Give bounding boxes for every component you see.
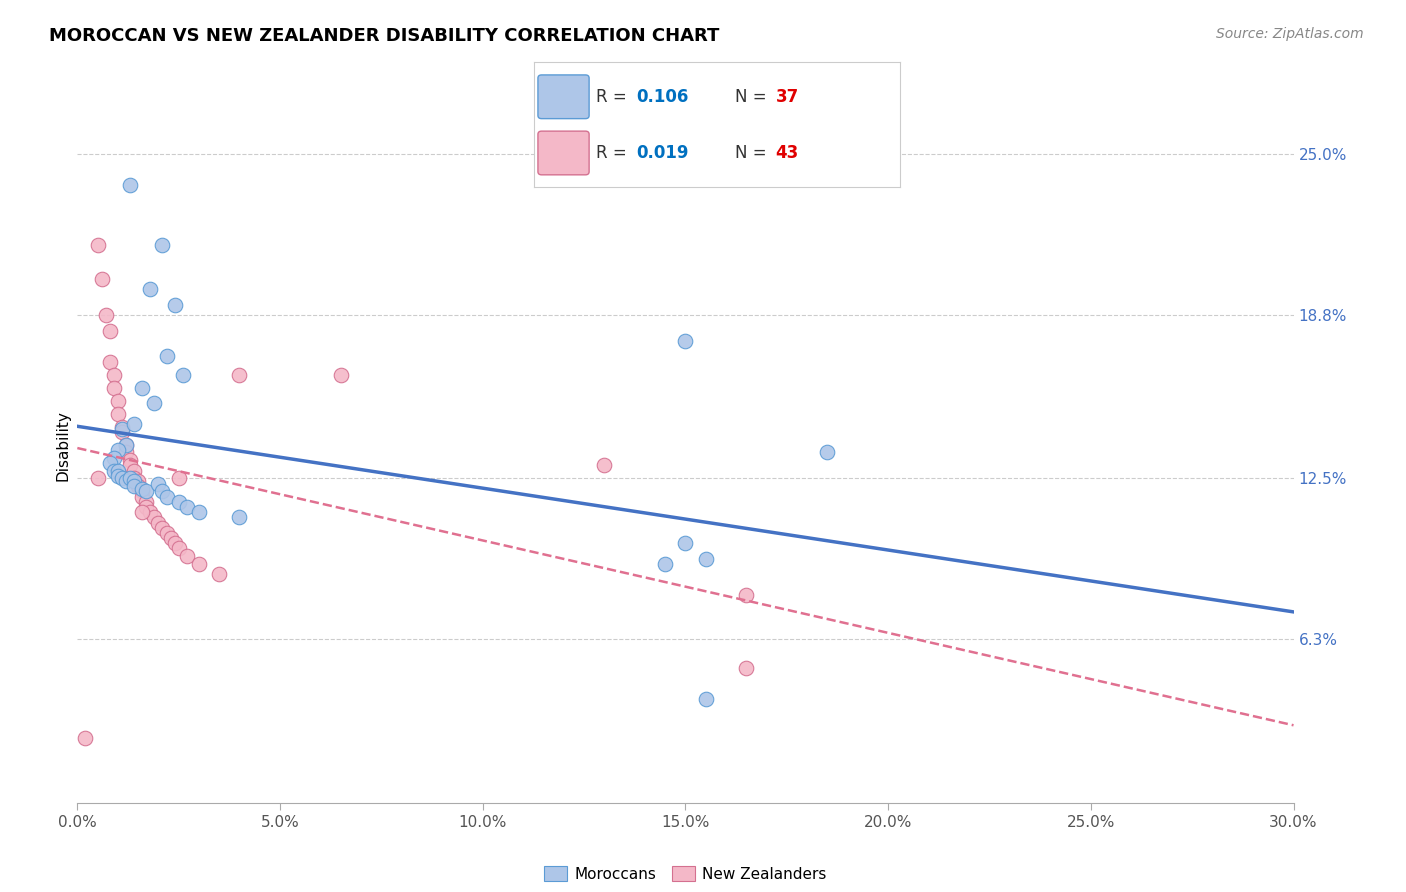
Point bbox=[135, 484, 157, 499]
Point bbox=[139, 505, 162, 519]
Text: N =: N = bbox=[735, 87, 772, 106]
Point bbox=[122, 479, 145, 493]
Point bbox=[103, 464, 125, 478]
Point bbox=[135, 495, 157, 509]
Point bbox=[127, 479, 149, 493]
Point bbox=[118, 471, 141, 485]
Point bbox=[111, 422, 134, 436]
Text: N =: N = bbox=[735, 144, 772, 162]
Point bbox=[135, 500, 157, 514]
Point bbox=[228, 510, 250, 524]
Point bbox=[107, 442, 129, 457]
Point bbox=[115, 438, 138, 452]
Point bbox=[107, 464, 129, 478]
Point bbox=[163, 297, 186, 311]
Point bbox=[695, 692, 717, 706]
Point bbox=[176, 549, 198, 564]
Point bbox=[103, 368, 125, 382]
Point bbox=[695, 552, 717, 566]
Point bbox=[90, 271, 112, 285]
Text: Source: ZipAtlas.com: Source: ZipAtlas.com bbox=[1216, 27, 1364, 41]
Point bbox=[111, 471, 134, 485]
Point bbox=[131, 490, 153, 504]
Point bbox=[143, 510, 166, 524]
Point bbox=[107, 393, 129, 408]
Point bbox=[143, 396, 166, 410]
Point bbox=[127, 474, 149, 488]
Point bbox=[735, 588, 758, 602]
Point bbox=[188, 557, 211, 571]
Point bbox=[815, 445, 838, 459]
Point bbox=[654, 557, 676, 571]
Point bbox=[111, 419, 134, 434]
Point bbox=[152, 484, 174, 499]
Text: R =: R = bbox=[596, 87, 633, 106]
Point bbox=[163, 536, 186, 550]
Point bbox=[188, 505, 211, 519]
Point bbox=[167, 495, 190, 509]
Point bbox=[86, 238, 108, 252]
Point bbox=[115, 445, 138, 459]
Y-axis label: Disability: Disability bbox=[55, 410, 70, 482]
Point bbox=[131, 381, 153, 395]
Text: MOROCCAN VS NEW ZEALANDER DISABILITY CORRELATION CHART: MOROCCAN VS NEW ZEALANDER DISABILITY COR… bbox=[49, 27, 720, 45]
Point bbox=[155, 525, 177, 540]
Point bbox=[86, 471, 108, 485]
Point bbox=[98, 456, 121, 470]
Point bbox=[155, 490, 177, 504]
Point bbox=[122, 464, 145, 478]
Point bbox=[139, 282, 162, 296]
Text: 37: 37 bbox=[776, 87, 799, 106]
Legend: Moroccans, New Zealanders: Moroccans, New Zealanders bbox=[538, 860, 832, 888]
Point bbox=[75, 731, 97, 745]
Point bbox=[103, 381, 125, 395]
Point bbox=[98, 354, 121, 368]
Point bbox=[329, 368, 352, 382]
Point bbox=[103, 450, 125, 465]
Point bbox=[593, 458, 616, 473]
Text: R =: R = bbox=[596, 144, 633, 162]
Point bbox=[148, 476, 170, 491]
Point bbox=[94, 308, 117, 322]
Point bbox=[115, 474, 138, 488]
Point bbox=[172, 368, 194, 382]
Point bbox=[131, 482, 153, 496]
Point bbox=[107, 407, 129, 421]
Point bbox=[122, 417, 145, 431]
Point bbox=[107, 468, 129, 483]
Point bbox=[115, 438, 138, 452]
Text: 0.019: 0.019 bbox=[637, 144, 689, 162]
FancyBboxPatch shape bbox=[538, 75, 589, 119]
Point bbox=[176, 500, 198, 514]
Point bbox=[167, 541, 190, 556]
Point bbox=[131, 484, 153, 499]
Point bbox=[118, 178, 141, 193]
Point bbox=[152, 238, 174, 252]
Point bbox=[228, 368, 250, 382]
Point bbox=[735, 661, 758, 675]
Text: 43: 43 bbox=[776, 144, 799, 162]
FancyBboxPatch shape bbox=[538, 131, 589, 175]
Point bbox=[118, 453, 141, 467]
Point bbox=[98, 324, 121, 338]
Point bbox=[675, 334, 697, 348]
Point bbox=[167, 471, 190, 485]
Text: 0.106: 0.106 bbox=[637, 87, 689, 106]
Point bbox=[122, 471, 145, 485]
Point bbox=[148, 516, 170, 530]
Point bbox=[675, 536, 697, 550]
Point bbox=[111, 425, 134, 439]
Point bbox=[118, 458, 141, 473]
Point bbox=[152, 521, 174, 535]
Point bbox=[155, 350, 177, 364]
Point bbox=[122, 474, 145, 488]
Point bbox=[159, 531, 181, 545]
Point bbox=[208, 567, 231, 582]
Point bbox=[131, 505, 153, 519]
